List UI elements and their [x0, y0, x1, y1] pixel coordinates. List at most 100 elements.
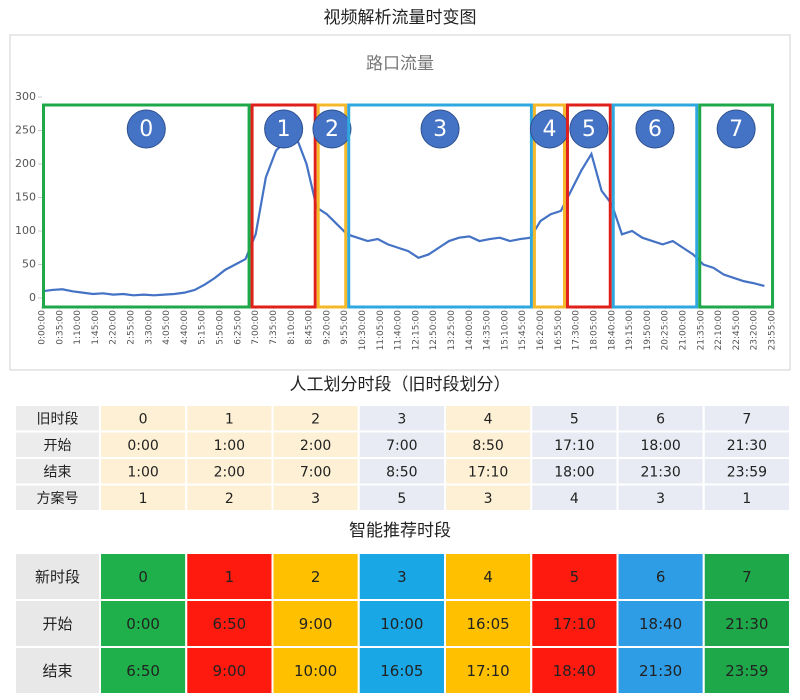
cell-text: 3 [656, 491, 665, 507]
cell-text: 2 [311, 568, 321, 586]
table-cell [99, 552, 188, 601]
x-tick-label: 18:05:00 [589, 310, 599, 351]
region-label: 2 [325, 117, 339, 142]
table-cell [271, 599, 360, 648]
table-cell [616, 646, 705, 695]
region-box [347, 103, 533, 309]
x-tick-label: 23:55:00 [768, 310, 778, 351]
x-tick-label: 1:10:00 [73, 310, 83, 345]
table-cell [357, 457, 446, 486]
x-tick-label: 5:50:00 [216, 310, 226, 345]
y-tick-label: 300 [15, 90, 36, 103]
y-tick-label: 50 [22, 258, 36, 271]
x-tick-label: 15:10:00 [500, 310, 510, 351]
x-tick-label: 9:20:00 [322, 310, 332, 345]
cell-text: 0 [139, 411, 148, 427]
region-label: 0 [139, 117, 153, 142]
y-tick-label: 100 [15, 224, 36, 237]
cell-text: 23:59 [725, 662, 768, 680]
cell-text: 3 [484, 491, 493, 507]
y-tick-label: 200 [15, 157, 36, 170]
cell-text: 8:50 [386, 464, 417, 480]
region-label: 1 [277, 117, 291, 142]
x-tick-label: 22:10:00 [714, 310, 724, 351]
cell-text: 7 [742, 568, 752, 586]
x-tick-label: 21:00:00 [678, 310, 688, 351]
cell-text: 5 [570, 568, 580, 586]
x-tick-label: 12:50:00 [429, 310, 439, 351]
cell-text: 6:50 [126, 662, 160, 680]
cell-text: 2 [311, 411, 320, 427]
cell-text: 开始 [44, 438, 72, 454]
cell-text: 6 [656, 568, 666, 586]
cell-text: 新时段 [35, 568, 80, 586]
cell-text: 1:00 [214, 438, 245, 454]
table-cell [14, 483, 101, 512]
cell-text: 18:00 [554, 464, 594, 480]
cell-text: 7:00 [386, 438, 417, 454]
region-badge [635, 109, 675, 149]
chart-frame [9, 34, 791, 371]
cell-text: 17:10 [554, 438, 594, 454]
x-tick-label: 20:25:00 [661, 310, 671, 351]
table-cell [99, 646, 188, 695]
x-tick-label: 21:35:00 [696, 310, 706, 351]
x-tick-label: 7:35:00 [269, 310, 279, 345]
table-cell [444, 483, 533, 512]
cell-text: 2:00 [300, 438, 331, 454]
x-tick-label: 0:00:00 [38, 310, 48, 345]
table-cell [616, 483, 705, 512]
table-cell [357, 404, 446, 433]
cell-text: 17:10 [467, 662, 510, 680]
table-cell [444, 457, 533, 486]
region-box [565, 103, 612, 309]
table-cell [99, 599, 188, 648]
cell-text: 21:30 [727, 438, 767, 454]
cell-text: 旧时段 [37, 411, 79, 427]
table-cell [185, 552, 274, 601]
cell-text: 0 [138, 568, 148, 586]
cell-text: 10:00 [294, 662, 337, 680]
cell-text: 1 [225, 411, 234, 427]
region-label: 5 [582, 117, 596, 142]
region-box [250, 103, 317, 309]
x-tick-label: 14:00:00 [465, 310, 475, 351]
cell-text: 1 [225, 568, 235, 586]
table-cell [14, 552, 101, 601]
table-cell [530, 483, 619, 512]
table-cell [702, 552, 791, 601]
x-tick-label: 3:30:00 [144, 310, 154, 345]
table-cell [357, 646, 446, 695]
table-cell [14, 457, 101, 486]
cell-text: 方案号 [37, 490, 79, 507]
table-cell [271, 646, 360, 695]
table-cell [99, 483, 188, 512]
x-tick-label: 19:50:00 [643, 310, 653, 351]
cell-text: 6 [656, 411, 665, 427]
region-box [698, 103, 775, 309]
cell-text: 21:30 [639, 662, 682, 680]
cell-text: 3 [311, 491, 320, 507]
region-badge [312, 109, 352, 149]
table-cell [185, 404, 274, 433]
table-cell [185, 646, 274, 695]
table-cell [702, 646, 791, 695]
region-badge [569, 109, 609, 149]
cell-text: 21:30 [640, 464, 680, 480]
x-tick-label: 19:15:00 [625, 310, 635, 351]
table-cell [616, 552, 705, 601]
cell-text: 9:00 [213, 662, 247, 680]
new-table-title: 智能推荐时段 [349, 521, 451, 541]
cell-text: 3 [397, 568, 407, 586]
region-box [611, 103, 699, 309]
cell-text: 16:05 [467, 615, 510, 633]
table-cell [271, 552, 360, 601]
page-title: 视频解析流量时变图 [324, 8, 477, 28]
x-tick-label: 16:55:00 [554, 310, 564, 351]
x-tick-label: 17:30:00 [572, 310, 582, 351]
table-cell [444, 404, 533, 433]
x-tick-label: 11:05:00 [376, 310, 386, 351]
table-cell [271, 483, 360, 512]
region-badge [126, 109, 166, 149]
